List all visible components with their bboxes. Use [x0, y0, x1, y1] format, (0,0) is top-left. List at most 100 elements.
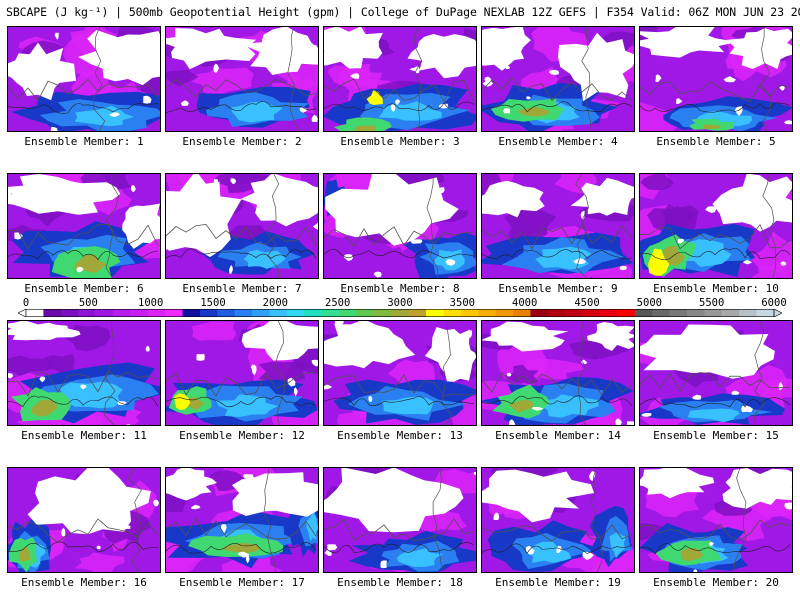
sbcape-field	[166, 321, 318, 425]
zero-cape-speck	[8, 191, 12, 199]
zero-cape-speck	[208, 210, 218, 214]
zero-cape-speck	[520, 204, 525, 210]
cape-magenta-area	[754, 378, 792, 400]
height-contour	[8, 541, 159, 553]
zero-cape-speck	[506, 372, 512, 377]
sbcape-field	[8, 174, 160, 278]
zero-cape-area	[482, 321, 569, 352]
zero-cape-speck	[748, 206, 755, 212]
zero-cape-speck	[324, 384, 333, 390]
colorbar-tick-label: 1500	[200, 297, 226, 309]
ensemble-member-label: Ensemble Member: 11	[21, 429, 147, 442]
border-line	[762, 174, 777, 278]
colorbar-bin	[460, 309, 479, 317]
zero-cape-speck	[50, 126, 58, 131]
cape-yellow-area	[174, 393, 191, 410]
colorbar-bin	[391, 309, 409, 317]
height-contour	[166, 396, 317, 408]
coastline	[8, 223, 159, 250]
zero-cape-speck	[589, 471, 596, 482]
zero-cape-speck	[89, 495, 95, 501]
height-contour	[640, 102, 791, 113]
cape-green-area	[690, 118, 735, 131]
zero-cape-area	[166, 174, 242, 258]
colorbar-max-arrow	[773, 309, 782, 317]
zero-cape-speck	[556, 545, 562, 554]
zero-cape-speck	[39, 376, 46, 383]
zero-cape-speck	[8, 373, 14, 379]
height-contour	[166, 101, 317, 114]
cape-cyan-area	[396, 548, 443, 567]
ensemble-member-label: Ensemble Member: 13	[337, 429, 463, 442]
zero-cape-speck	[143, 95, 152, 104]
colorbar-bin	[687, 309, 705, 317]
sbcape-field	[166, 468, 318, 572]
cape-cyan-area	[526, 541, 572, 563]
ensemble-member-map	[639, 26, 793, 132]
border-line	[105, 174, 120, 278]
height-contour	[482, 249, 633, 260]
zero-cape-speck	[109, 112, 120, 117]
zero-cape-speck	[526, 96, 531, 100]
zero-cape-speck	[465, 330, 473, 339]
colorbar-bin	[408, 309, 427, 317]
colorbar-bin	[60, 309, 79, 317]
cape-cyan-area	[540, 394, 599, 418]
zero-cape-speck	[122, 525, 131, 530]
border-line	[759, 27, 771, 131]
colorbar-bin	[269, 309, 288, 317]
sbcape-field	[8, 468, 160, 572]
border-line	[581, 27, 592, 131]
colorbar-bin	[373, 309, 392, 317]
colorbar-bin	[565, 309, 583, 317]
colorbar-tick-label: 3000	[387, 297, 413, 309]
ensemble-member-label: Ensemble Member: 17	[179, 576, 305, 589]
zero-cape-area	[240, 174, 318, 227]
zero-cape-speck	[204, 43, 211, 49]
border-line	[103, 321, 116, 425]
zero-cape-speck	[641, 412, 652, 417]
zero-cape-area	[232, 472, 318, 517]
colorbar-bin	[513, 309, 531, 317]
colorbar-bin	[147, 309, 166, 317]
colorbar-bin	[547, 309, 566, 317]
colorbar-bin	[78, 309, 96, 317]
zero-cape-speck	[350, 73, 360, 79]
colorbar-tick-label: 2000	[262, 297, 288, 309]
cape-magenta-area	[531, 27, 590, 62]
cape-low-area	[640, 174, 675, 191]
zero-cape-speck	[180, 100, 189, 106]
ensemble-member-map	[481, 467, 635, 573]
coastline	[324, 374, 475, 397]
zero-cape-speck	[196, 353, 205, 361]
colorbar-bin	[704, 309, 723, 317]
ensemble-member-label: Ensemble Member: 16	[21, 576, 147, 589]
coastline	[324, 518, 475, 541]
zero-cape-speck	[573, 258, 587, 265]
height-contour	[640, 543, 791, 555]
cape-magenta-area	[751, 261, 789, 278]
zero-cape-speck	[311, 359, 318, 367]
ensemble-member-label: Ensemble Member: 2	[182, 135, 302, 148]
zero-cape-speck	[672, 475, 677, 483]
zero-cape-speck	[699, 333, 708, 342]
cape-yellow-area	[648, 248, 670, 276]
zero-cape-speck	[126, 424, 130, 425]
coastline	[8, 370, 159, 397]
ensemble-member-label: Ensemble Member: 15	[653, 429, 779, 442]
coastline	[166, 78, 317, 98]
border-line	[590, 468, 603, 572]
height-contour	[640, 247, 791, 260]
colorbar-tick-label: 4500	[574, 297, 600, 309]
colorbar-bin	[426, 309, 444, 317]
zero-cape-speck	[705, 206, 717, 213]
zero-cape-speck	[709, 541, 714, 547]
zero-cape-speck	[381, 516, 389, 524]
zero-cape-speck	[287, 377, 296, 387]
zero-cape-area	[482, 469, 595, 523]
zero-cape-speck	[311, 114, 318, 122]
zero-cape-speck	[398, 489, 405, 495]
colorbar-bin	[304, 309, 323, 317]
border-line	[127, 468, 142, 572]
border-line	[274, 321, 285, 425]
